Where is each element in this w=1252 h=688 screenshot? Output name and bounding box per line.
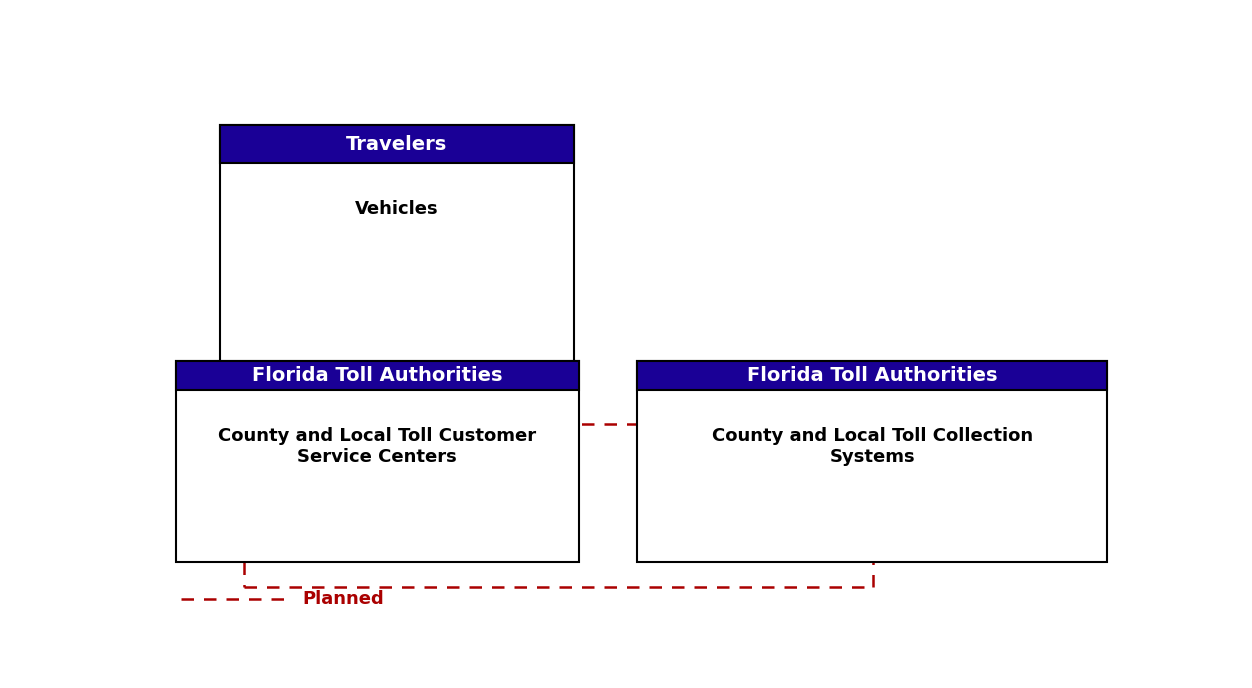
Bar — [175, 361, 578, 562]
Bar — [175, 361, 578, 390]
Bar — [219, 125, 573, 390]
Bar — [219, 125, 573, 163]
Text: Florida Toll Authorities: Florida Toll Authorities — [252, 366, 502, 385]
Text: County and Local Toll Collection
Systems: County and Local Toll Collection Systems — [711, 427, 1033, 466]
Text: County and Local Toll Customer
Service Centers: County and Local Toll Customer Service C… — [218, 427, 536, 466]
Text: Vehicles: Vehicles — [354, 200, 438, 218]
Text: Planned: Planned — [302, 590, 384, 608]
Bar — [637, 361, 1107, 562]
Text: Florida Toll Authorities: Florida Toll Authorities — [747, 366, 998, 385]
Bar — [637, 361, 1107, 390]
Text: Travelers: Travelers — [346, 135, 447, 153]
